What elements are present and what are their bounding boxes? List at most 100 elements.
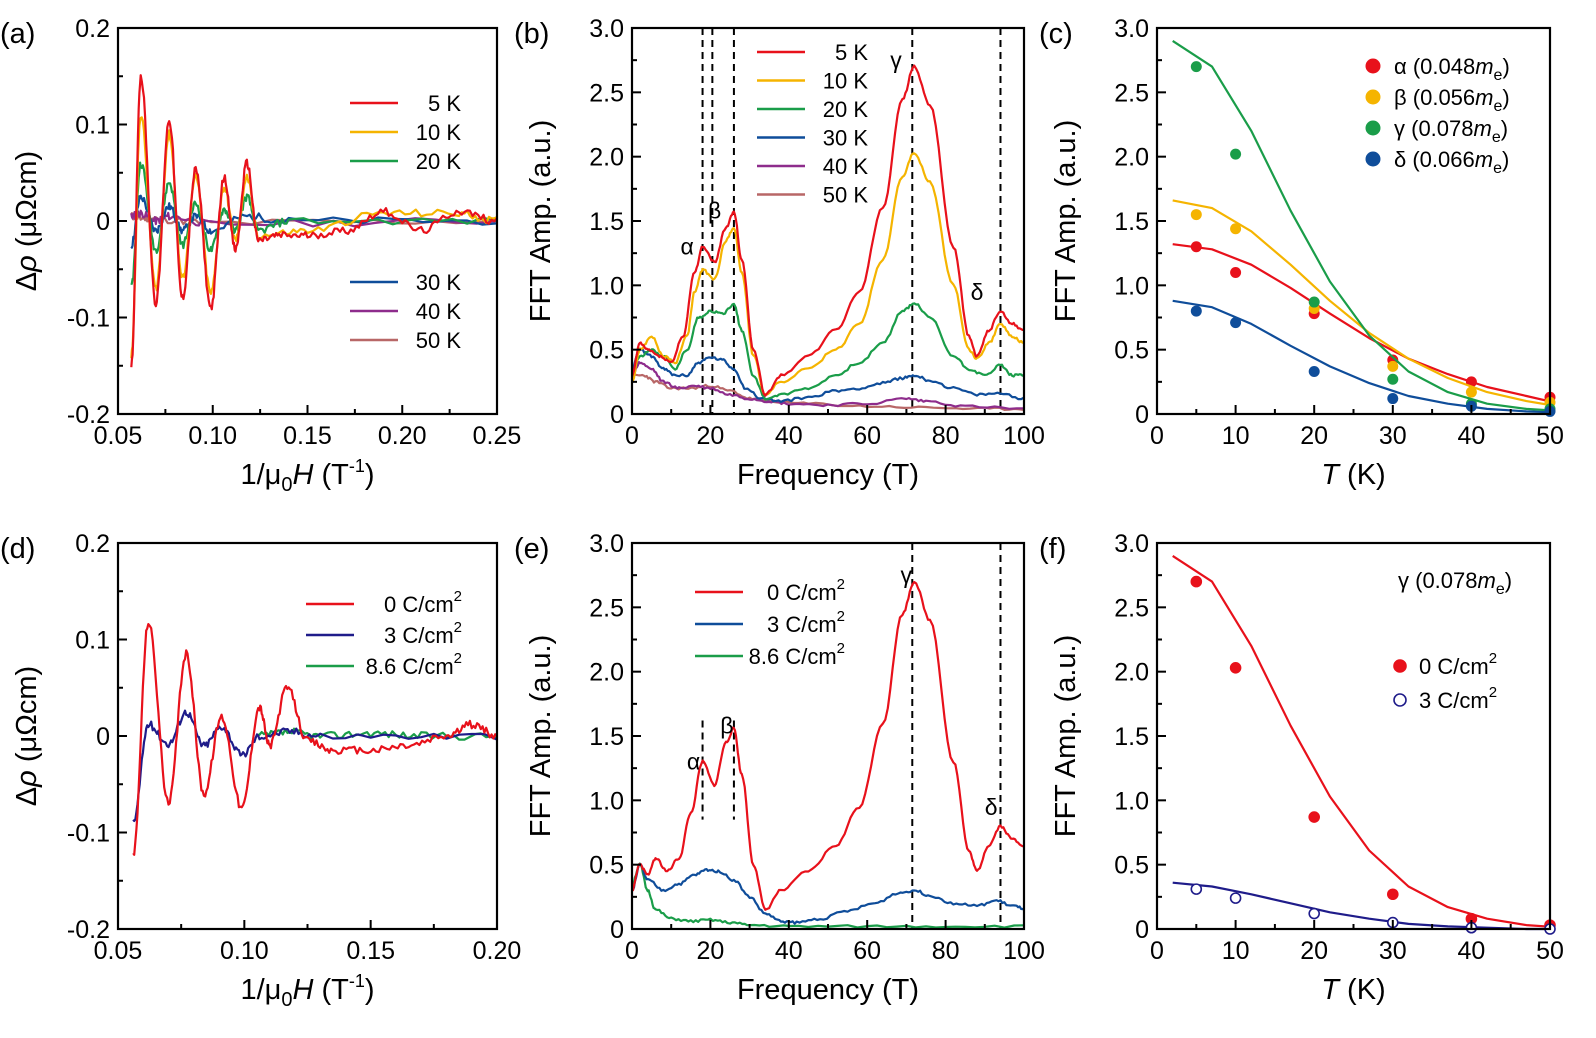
legend-marker bbox=[1365, 120, 1381, 136]
x-tick-label: 10 bbox=[1222, 422, 1250, 450]
y-tick-label: 0.2 bbox=[75, 15, 110, 43]
y-tick-label: 1.5 bbox=[1114, 723, 1149, 751]
y-tick-label: 2.5 bbox=[589, 79, 624, 107]
x-tick-label: 50 bbox=[1536, 937, 1564, 965]
legend-text: δ (0.066 bbox=[1394, 147, 1475, 172]
series-line-20K bbox=[130, 161, 498, 286]
data-point bbox=[1308, 296, 1320, 308]
y-tick-label: 2.5 bbox=[1114, 79, 1149, 107]
label-part: 1/μ bbox=[240, 974, 281, 1006]
legend-text: 8.6 C/cm bbox=[366, 654, 454, 679]
legend-label: 30 K bbox=[416, 270, 462, 295]
legend-text: 0 C/cm bbox=[384, 592, 454, 617]
y-tick-label: 0 bbox=[610, 916, 624, 944]
data-point bbox=[1230, 223, 1242, 235]
legend-label: 0 C/cm2 bbox=[384, 588, 462, 617]
legend-text: 8.6 C/cm bbox=[749, 644, 837, 669]
series-line-30K bbox=[631, 347, 1025, 403]
x-tick-label: 20 bbox=[696, 422, 724, 450]
panel-a: 0.05 0.10 0.15 0.20 0.25 -0.2 -0.1 0 0.1 0.2 (a) 1/… bbox=[0, 15, 521, 496]
label-part: ) bbox=[365, 459, 375, 491]
data-point bbox=[1190, 305, 1202, 317]
y-tick-label: 3.0 bbox=[1114, 530, 1149, 558]
data-point bbox=[1387, 393, 1399, 405]
legend-text: 3 C/cm bbox=[1419, 688, 1489, 713]
y-axis-label: FFT Amp. (a.u.) bbox=[1050, 120, 1082, 323]
peak-label: α bbox=[681, 234, 694, 260]
data-point bbox=[1465, 386, 1477, 398]
label-part: ) bbox=[365, 974, 375, 1006]
series-line-50K bbox=[631, 373, 1025, 411]
y-tick-label: 1.0 bbox=[589, 787, 624, 815]
label-part: Δ bbox=[11, 272, 43, 291]
panel-d: 0.05 0.10 0.15 0.20 -0.2 -0.1 0 0.1 0.2 (d) 1/μ0H … bbox=[0, 530, 521, 1011]
title-text: m bbox=[1478, 568, 1496, 593]
legend-text: ) bbox=[1502, 85, 1509, 110]
peak-label: β bbox=[720, 713, 733, 739]
legend-sup: 2 bbox=[837, 608, 845, 625]
y-tick-label: 0.1 bbox=[75, 112, 110, 140]
label-part: (T bbox=[313, 974, 349, 1006]
panel-b: 0 20 40 60 80 100 0 0.5 1.0 1.5 2.0 2.5 3.0 (b) Freque… bbox=[514, 15, 1045, 491]
legend-text: ) bbox=[1502, 147, 1509, 172]
series-line bbox=[256, 727, 498, 741]
series-line bbox=[132, 623, 498, 856]
legend-sub: e bbox=[1493, 98, 1502, 115]
legend-label: 10 K bbox=[823, 69, 869, 94]
x-tick-label: 0 bbox=[1150, 422, 1164, 450]
legend-sub: e bbox=[1493, 160, 1502, 177]
y-tick-label: 0 bbox=[96, 208, 110, 236]
label-part: (K) bbox=[1339, 974, 1386, 1006]
legend-text: ) bbox=[1501, 116, 1508, 141]
legend-marker bbox=[1365, 89, 1381, 105]
y-tick-label: 0.5 bbox=[589, 337, 624, 365]
panel-label: (a) bbox=[0, 18, 35, 50]
label-part: (K) bbox=[1339, 459, 1386, 491]
peak-label: γ bbox=[890, 47, 902, 73]
legend-label: 10 K bbox=[416, 120, 462, 145]
label-part: ρ bbox=[11, 770, 43, 788]
legend-text: α (0.048 bbox=[1394, 54, 1475, 79]
series-line bbox=[132, 709, 498, 823]
y-tick-label: 3.0 bbox=[589, 15, 624, 43]
peak-label: α bbox=[687, 749, 700, 775]
x-tick-label: 30 bbox=[1379, 937, 1407, 965]
legend-text: 0 C/cm bbox=[767, 580, 837, 605]
y-tick-label: 0 bbox=[96, 723, 110, 751]
label-sub: 0 bbox=[281, 474, 292, 496]
legend-sup: 2 bbox=[1489, 684, 1497, 701]
x-tick-label: 0.20 bbox=[473, 937, 522, 965]
panel-label: (f) bbox=[1039, 533, 1066, 565]
label-sub: 0 bbox=[281, 989, 292, 1011]
x-tick-label: 0.10 bbox=[220, 937, 269, 965]
y-axis-label: FFT Amp. (a.u.) bbox=[1050, 635, 1082, 838]
peak-label: β bbox=[708, 198, 721, 224]
y-tick-label: 1.5 bbox=[1114, 208, 1149, 236]
x-tick-label: 0.20 bbox=[378, 422, 427, 450]
x-axis-label: T (K) bbox=[1321, 974, 1385, 1006]
panel-label: (b) bbox=[514, 18, 549, 50]
y-tick-label: 0.1 bbox=[75, 627, 110, 655]
legend-label: 3 C/cm2 bbox=[767, 608, 845, 637]
legend-label: 30 K bbox=[823, 126, 869, 151]
legend-sup: 2 bbox=[454, 588, 462, 605]
panel-label: (c) bbox=[1039, 18, 1073, 50]
y-tick-label: 0 bbox=[610, 401, 624, 429]
legend-label: 3 C/cm2 bbox=[1419, 684, 1497, 713]
y-tick-label: 2.0 bbox=[1114, 659, 1149, 687]
panel-label: (d) bbox=[0, 533, 35, 565]
x-tick-label: 80 bbox=[932, 937, 960, 965]
x-tick-label: 0.15 bbox=[283, 422, 332, 450]
y-tick-label: 3.0 bbox=[589, 530, 624, 558]
panel-f: 0 10 20 30 40 50 0 0.5 1.0 1.5 2.0 2.5 3.0 (f) T (K) FF… bbox=[1039, 530, 1564, 1006]
legend-text: γ (0.078 bbox=[1394, 116, 1474, 141]
x-tick-label: 40 bbox=[1457, 422, 1485, 450]
title-sub: e bbox=[1496, 581, 1505, 598]
x-tick-label: 20 bbox=[1300, 422, 1328, 450]
x-axis-label: Frequency (T) bbox=[737, 459, 919, 491]
legend-text: 0 C/cm bbox=[1419, 654, 1489, 679]
legend-label: 8.6 C/cm2 bbox=[366, 650, 462, 679]
data-point bbox=[1190, 241, 1202, 253]
x-axis-label: 1/μ0H (T-1) bbox=[240, 456, 374, 496]
series-line bbox=[631, 581, 1024, 911]
